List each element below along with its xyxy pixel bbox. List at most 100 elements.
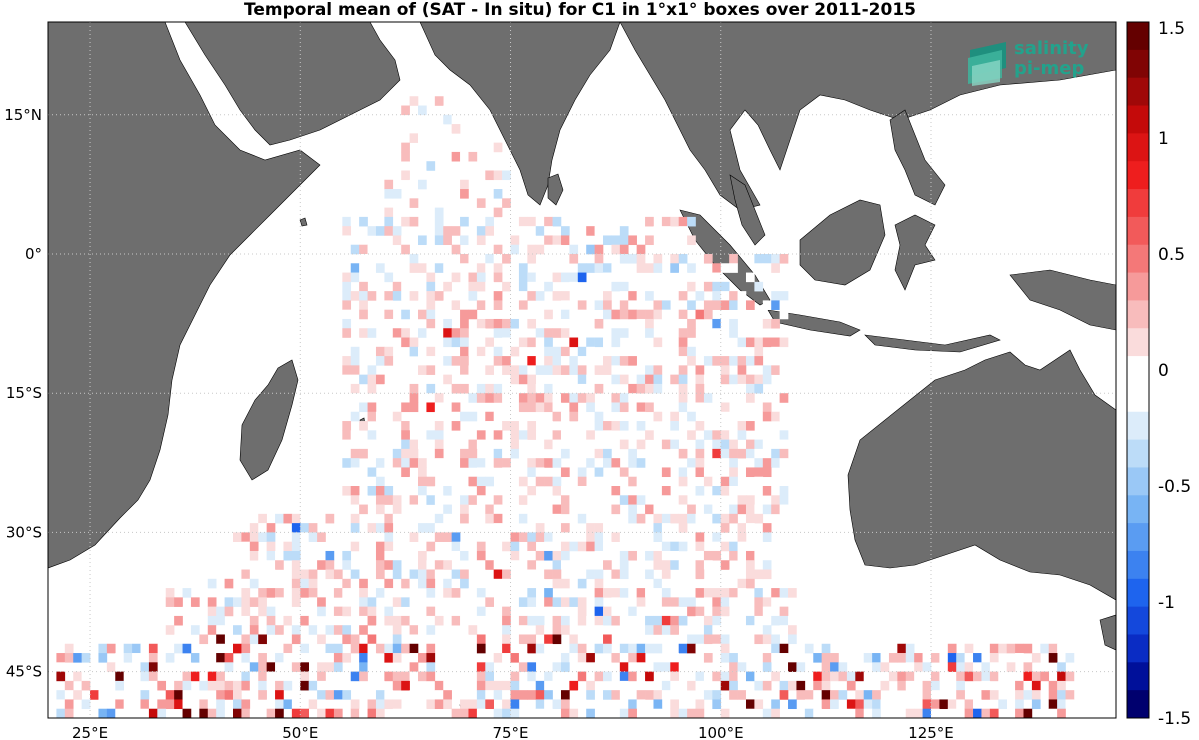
grid-cell bbox=[375, 346, 385, 357]
colorbar-frame bbox=[1126, 21, 1150, 719]
grid-cell bbox=[771, 699, 780, 710]
grid-cell bbox=[518, 476, 528, 487]
grid-cell bbox=[678, 226, 688, 236]
grid-cell bbox=[300, 653, 309, 663]
grid-cell bbox=[670, 439, 680, 450]
grid-cell bbox=[594, 532, 604, 542]
grid-cell bbox=[392, 615, 402, 626]
grid-cell bbox=[485, 467, 495, 478]
grid-cell bbox=[670, 263, 680, 273]
grid-cell bbox=[308, 569, 318, 580]
grid-cell bbox=[535, 346, 545, 357]
grid-cell bbox=[426, 281, 436, 292]
grid-cell bbox=[695, 699, 705, 710]
grid-cell bbox=[308, 588, 318, 598]
grid-cell bbox=[569, 281, 579, 292]
grid-cell bbox=[544, 541, 553, 552]
grid-cell bbox=[384, 272, 394, 283]
grid-cell bbox=[594, 226, 604, 236]
grid-cell bbox=[266, 532, 276, 542]
grid-cell bbox=[401, 142, 410, 153]
grid-cell bbox=[359, 254, 368, 264]
grid-cell bbox=[148, 643, 158, 654]
grid-cell bbox=[603, 541, 612, 552]
grid-cell bbox=[190, 597, 200, 607]
grid-cell bbox=[560, 523, 570, 533]
grid-cell bbox=[333, 662, 343, 672]
grid-cell bbox=[1048, 708, 1058, 718]
grid-cell bbox=[468, 263, 478, 273]
grid-cell bbox=[594, 337, 604, 348]
grid-cell bbox=[418, 263, 427, 273]
grid-cell bbox=[182, 708, 192, 718]
grid-cell bbox=[493, 504, 503, 515]
grid-cell bbox=[956, 653, 965, 663]
grid-cell bbox=[443, 532, 452, 542]
grid-cell bbox=[611, 402, 621, 413]
grid-cell bbox=[1023, 708, 1033, 718]
grid-cell bbox=[426, 430, 436, 440]
grid-cell bbox=[367, 643, 377, 654]
grid-cell bbox=[266, 625, 276, 635]
grid-cell bbox=[476, 708, 486, 718]
grid-cell bbox=[838, 708, 848, 718]
grid-cell bbox=[762, 263, 772, 273]
grid-cell bbox=[745, 318, 755, 329]
grid-cell bbox=[518, 569, 528, 580]
grid-cell bbox=[502, 439, 511, 450]
grid-cell bbox=[720, 588, 730, 598]
grid-cell bbox=[771, 356, 780, 366]
grid-cell bbox=[905, 662, 915, 672]
grid-cell bbox=[729, 486, 738, 496]
grid-cell bbox=[426, 569, 436, 580]
grid-cell bbox=[401, 439, 410, 450]
grid-cell bbox=[451, 272, 461, 283]
grid-cell bbox=[981, 708, 991, 718]
grid-cell bbox=[418, 550, 427, 561]
grid-cell bbox=[502, 569, 511, 580]
grid-cell bbox=[678, 402, 688, 413]
grid-cell bbox=[1057, 643, 1066, 654]
grid-cell bbox=[451, 114, 461, 125]
grid-cell bbox=[779, 458, 789, 468]
grid-cell bbox=[603, 263, 612, 273]
grid-cell bbox=[460, 207, 469, 218]
grid-cell bbox=[645, 532, 654, 542]
grid-cell bbox=[409, 448, 419, 459]
grid-cell bbox=[443, 578, 452, 589]
latitude-tick-label: 15°S bbox=[6, 384, 42, 402]
grid-cell bbox=[544, 337, 553, 348]
grid-cell bbox=[468, 142, 478, 153]
grid-cell bbox=[493, 643, 503, 654]
grid-cell bbox=[434, 124, 444, 134]
grid-cell bbox=[241, 606, 251, 617]
grid-cell bbox=[460, 300, 469, 310]
grid-cell bbox=[359, 578, 368, 589]
grid-cell bbox=[762, 708, 772, 718]
grid-cell bbox=[653, 365, 663, 375]
grid-cell bbox=[981, 671, 991, 682]
grid-cell bbox=[636, 662, 646, 672]
grid-cell bbox=[762, 532, 772, 542]
grid-cell bbox=[384, 690, 394, 700]
grid-cell bbox=[518, 662, 528, 672]
grid-cell bbox=[527, 281, 537, 292]
grid-cell bbox=[207, 625, 217, 635]
grid-cell bbox=[762, 318, 772, 329]
grid-cell bbox=[510, 643, 520, 654]
grid-cell bbox=[418, 467, 427, 478]
grid-cell bbox=[502, 337, 511, 348]
grid-cell bbox=[611, 476, 621, 487]
grid-cell bbox=[678, 356, 688, 366]
grid-cell bbox=[485, 216, 495, 227]
grid-cell bbox=[451, 662, 461, 672]
grid-cell bbox=[409, 662, 419, 672]
grid-cell bbox=[350, 588, 360, 598]
grid-cell bbox=[1048, 680, 1058, 691]
grid-cell bbox=[687, 411, 696, 422]
grid-cell bbox=[779, 495, 789, 505]
grid-cell bbox=[418, 486, 427, 496]
grid-cell bbox=[510, 634, 520, 645]
grid-cell bbox=[745, 300, 755, 310]
grid-cell bbox=[115, 671, 124, 682]
